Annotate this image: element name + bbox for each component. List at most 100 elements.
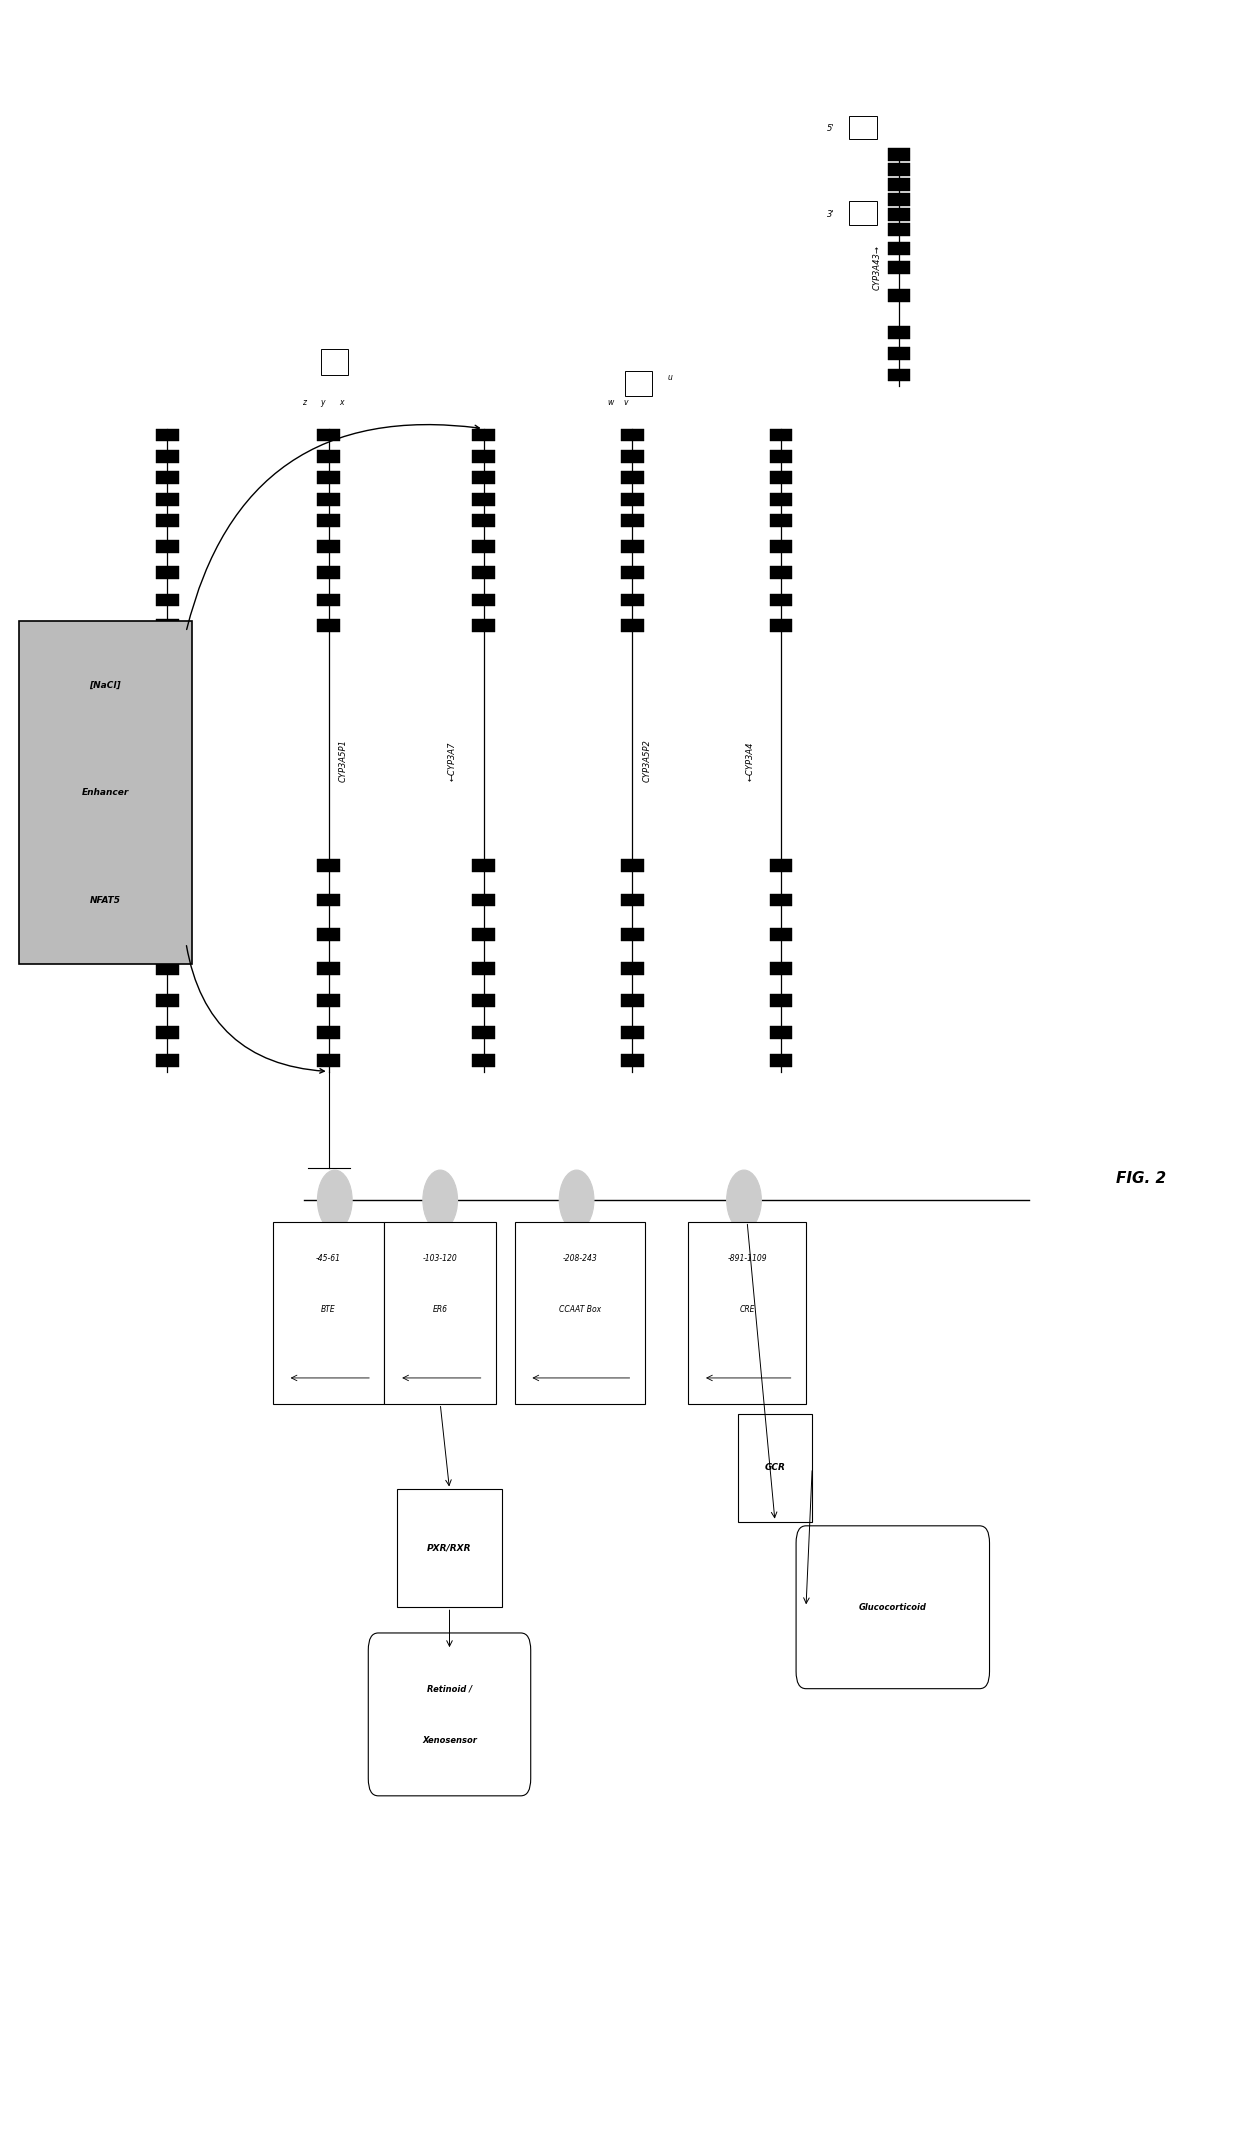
Bar — [888, 261, 910, 274]
Bar — [472, 894, 495, 906]
Bar — [472, 859, 495, 872]
Text: ←CYP3A7: ←CYP3A7 — [448, 741, 458, 780]
Circle shape — [317, 1170, 352, 1230]
Text: Retinoid /: Retinoid / — [427, 1684, 472, 1693]
Bar — [317, 450, 340, 463]
Bar — [317, 1026, 340, 1039]
Bar — [621, 894, 644, 906]
Text: Enhancer: Enhancer — [82, 789, 129, 797]
Bar — [770, 894, 792, 906]
Bar — [317, 859, 340, 872]
Bar — [472, 429, 495, 441]
Bar — [770, 994, 792, 1007]
Text: -208-243: -208-243 — [562, 1254, 598, 1262]
Bar — [321, 349, 348, 375]
Bar — [888, 223, 910, 236]
Text: ←CYP3A5: ←CYP3A5 — [131, 741, 141, 780]
Bar — [317, 962, 340, 975]
Bar — [472, 928, 495, 941]
Bar — [317, 429, 340, 441]
Bar — [621, 540, 644, 553]
Text: NFAT5: NFAT5 — [91, 896, 122, 904]
Text: CYP3A5P2: CYP3A5P2 — [642, 739, 652, 782]
Bar — [621, 429, 644, 441]
Bar — [156, 429, 179, 441]
Bar — [515, 1222, 645, 1404]
Bar — [317, 619, 340, 632]
FancyBboxPatch shape — [796, 1526, 990, 1689]
Text: CYP3A5P1: CYP3A5P1 — [339, 739, 348, 782]
Bar — [156, 928, 179, 941]
Text: BTE: BTE — [321, 1305, 336, 1314]
Bar — [770, 859, 792, 872]
FancyBboxPatch shape — [368, 1633, 531, 1796]
Bar — [849, 116, 877, 139]
Bar — [472, 514, 495, 527]
Bar — [156, 450, 179, 463]
Bar — [888, 326, 910, 339]
Bar — [317, 928, 340, 941]
Bar — [888, 163, 910, 176]
Bar — [317, 471, 340, 484]
Bar — [156, 493, 179, 506]
Bar — [621, 619, 644, 632]
Bar — [770, 1054, 792, 1067]
FancyArrowPatch shape — [187, 424, 480, 630]
Text: w: w — [606, 399, 614, 407]
Bar — [888, 208, 910, 221]
Bar — [156, 594, 179, 606]
Text: z: z — [301, 399, 306, 407]
Text: CYP3A43→: CYP3A43→ — [872, 246, 882, 289]
Bar — [770, 1026, 792, 1039]
Bar — [849, 201, 877, 225]
Bar — [317, 566, 340, 579]
Text: GCR: GCR — [765, 1464, 785, 1472]
Text: -45-61: -45-61 — [316, 1254, 341, 1262]
Bar — [156, 566, 179, 579]
Bar — [156, 514, 179, 527]
Bar — [156, 1054, 179, 1067]
Bar — [888, 242, 910, 255]
Bar — [156, 1026, 179, 1039]
Bar — [472, 540, 495, 553]
Bar — [472, 471, 495, 484]
Bar — [621, 594, 644, 606]
Bar — [317, 994, 340, 1007]
Bar — [317, 894, 340, 906]
Bar — [621, 859, 644, 872]
Bar — [770, 566, 792, 579]
Text: -891-1109: -891-1109 — [728, 1254, 766, 1262]
Bar — [472, 1054, 495, 1067]
Bar — [688, 1222, 806, 1404]
Bar — [738, 1414, 812, 1522]
Bar — [770, 962, 792, 975]
Bar — [888, 369, 910, 381]
Bar — [621, 471, 644, 484]
Bar — [156, 619, 179, 632]
Text: 5': 5' — [827, 124, 835, 133]
Text: 3': 3' — [827, 210, 835, 219]
Bar — [888, 289, 910, 302]
Bar — [472, 594, 495, 606]
Text: x: x — [339, 399, 343, 407]
FancyArrowPatch shape — [186, 945, 325, 1074]
Bar — [472, 619, 495, 632]
Text: CCAAT Box: CCAAT Box — [559, 1305, 600, 1314]
FancyBboxPatch shape — [19, 621, 192, 964]
Bar — [156, 962, 179, 975]
Bar — [621, 962, 644, 975]
Bar — [384, 1222, 496, 1404]
Bar — [770, 450, 792, 463]
Text: u: u — [667, 373, 672, 381]
Bar — [770, 594, 792, 606]
Text: FIG. 2: FIG. 2 — [1116, 1172, 1166, 1185]
Bar — [156, 471, 179, 484]
Text: ER6: ER6 — [433, 1305, 448, 1314]
Bar — [621, 1054, 644, 1067]
Bar — [156, 859, 179, 872]
Bar — [317, 594, 340, 606]
Bar — [472, 450, 495, 463]
Circle shape — [423, 1170, 458, 1230]
Text: Xenosensor: Xenosensor — [422, 1736, 477, 1744]
Bar — [472, 493, 495, 506]
